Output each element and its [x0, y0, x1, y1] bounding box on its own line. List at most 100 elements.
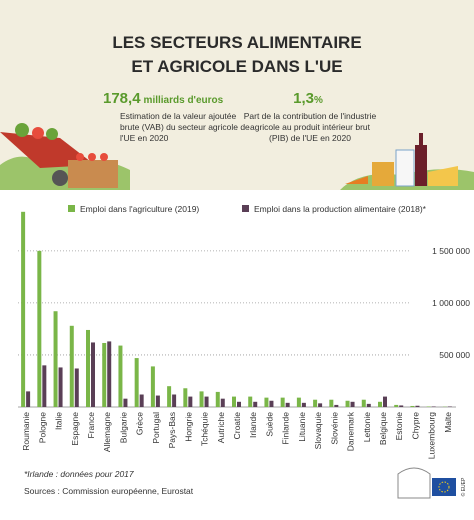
bar	[362, 400, 366, 407]
parliament-logo	[398, 468, 430, 498]
bar	[118, 346, 122, 407]
legend-label: Emploi dans la production alimentaire (2…	[254, 204, 427, 214]
x-tick-label: Allemagne	[102, 412, 112, 452]
bar	[383, 397, 387, 407]
bar	[313, 400, 317, 407]
stat-number: 178,4	[103, 90, 141, 107]
bar	[42, 365, 46, 407]
wine-neck	[419, 133, 423, 147]
x-tick-label: Chypre	[410, 412, 420, 440]
bar	[59, 367, 63, 407]
tomato	[88, 153, 96, 161]
bar	[54, 311, 58, 407]
x-tick-label: Autriche	[216, 412, 226, 443]
stat-text: Part de la contribution de l'industrie	[244, 111, 377, 121]
x-tick-label: Finlande	[281, 412, 291, 445]
title: ET AGRICOLE DANS L'UE	[131, 57, 342, 76]
legend-label: Emploi dans l'agriculture (2019)	[80, 204, 199, 214]
bar	[26, 391, 30, 407]
stat-number: 1,3	[293, 90, 314, 107]
jar	[372, 162, 394, 186]
bar	[334, 405, 338, 407]
bar	[86, 330, 90, 407]
x-tick-label: Luxembourg	[427, 412, 437, 460]
x-tick-label: Malte	[443, 412, 453, 433]
x-tick-label: Estonie	[394, 412, 404, 441]
bar	[140, 395, 144, 407]
bar	[286, 403, 290, 407]
crate	[68, 160, 118, 188]
bar	[205, 397, 209, 407]
bar	[102, 343, 106, 407]
bar	[91, 342, 95, 407]
bar	[107, 341, 111, 407]
bar	[232, 397, 236, 407]
bar	[448, 406, 452, 407]
x-tick-label: Suède	[264, 412, 274, 437]
x-tick-label: France	[86, 412, 96, 439]
vegetable	[46, 128, 58, 140]
vegetable	[32, 127, 44, 139]
bar	[264, 398, 268, 407]
bar	[37, 251, 41, 407]
bar	[156, 396, 160, 407]
x-tick-label: Pays-Bas	[167, 412, 177, 448]
x-tick-label: Belgique	[378, 412, 388, 445]
wine	[415, 145, 427, 186]
x-tick-label: Portugal	[151, 412, 161, 444]
bar	[221, 399, 225, 407]
x-tick-label: Grèce	[135, 412, 145, 435]
milk	[396, 150, 414, 186]
vegetable	[15, 123, 29, 137]
bar	[183, 388, 187, 407]
stat-unit: milliards d'euros	[144, 95, 224, 106]
bar	[318, 403, 322, 407]
legend-swatch	[68, 205, 75, 212]
bar	[427, 406, 431, 407]
bar	[302, 403, 306, 407]
bar	[346, 401, 350, 407]
x-tick-label: Espagne	[70, 412, 80, 446]
x-tick-label: Croatie	[232, 412, 242, 440]
x-tick-label: Slovénie	[329, 412, 339, 445]
bar	[399, 405, 403, 407]
tomato	[76, 153, 84, 161]
bar	[329, 400, 333, 407]
x-tick-label: Tchéquie	[200, 412, 210, 446]
bar	[75, 368, 79, 407]
wheel	[52, 170, 68, 186]
legend-swatch	[242, 205, 249, 212]
tomato	[100, 153, 108, 161]
bar	[394, 405, 398, 407]
bar	[410, 406, 414, 407]
bar	[378, 402, 382, 407]
stat-text: brute (VAB) du secteur agricole de	[120, 122, 250, 132]
bar	[172, 395, 176, 407]
x-tick-label: Hongrie	[183, 412, 193, 442]
stat-text: Estimation de la valeur ajoutée	[120, 111, 237, 121]
bar	[237, 402, 241, 407]
bar	[135, 358, 139, 407]
stat-text: (PIB) de l'UE en 2020	[269, 133, 351, 143]
bar	[415, 406, 419, 407]
bar	[200, 391, 204, 407]
x-tick-label: Lituanie	[297, 412, 307, 442]
bar	[351, 402, 355, 407]
bar	[70, 326, 74, 407]
stat-text: agricole au produit intérieur brut	[250, 122, 371, 132]
bar	[253, 402, 257, 407]
bar	[297, 398, 301, 407]
x-tick-label: Danemark	[346, 411, 356, 451]
x-tick-label: Italie	[54, 412, 64, 430]
bar	[367, 404, 371, 407]
source: Sources : Commission européenne, Eurosta…	[24, 486, 194, 496]
bar	[269, 401, 273, 407]
logo-text: © EUEP	[460, 477, 467, 496]
stat-text: l'UE en 2020	[120, 133, 169, 143]
x-tick-label: Bulgarie	[118, 412, 128, 443]
bar	[216, 392, 220, 407]
bar	[123, 399, 127, 407]
stat-unit: %	[314, 95, 323, 106]
y-tick-label: 1 500 000	[432, 246, 470, 256]
